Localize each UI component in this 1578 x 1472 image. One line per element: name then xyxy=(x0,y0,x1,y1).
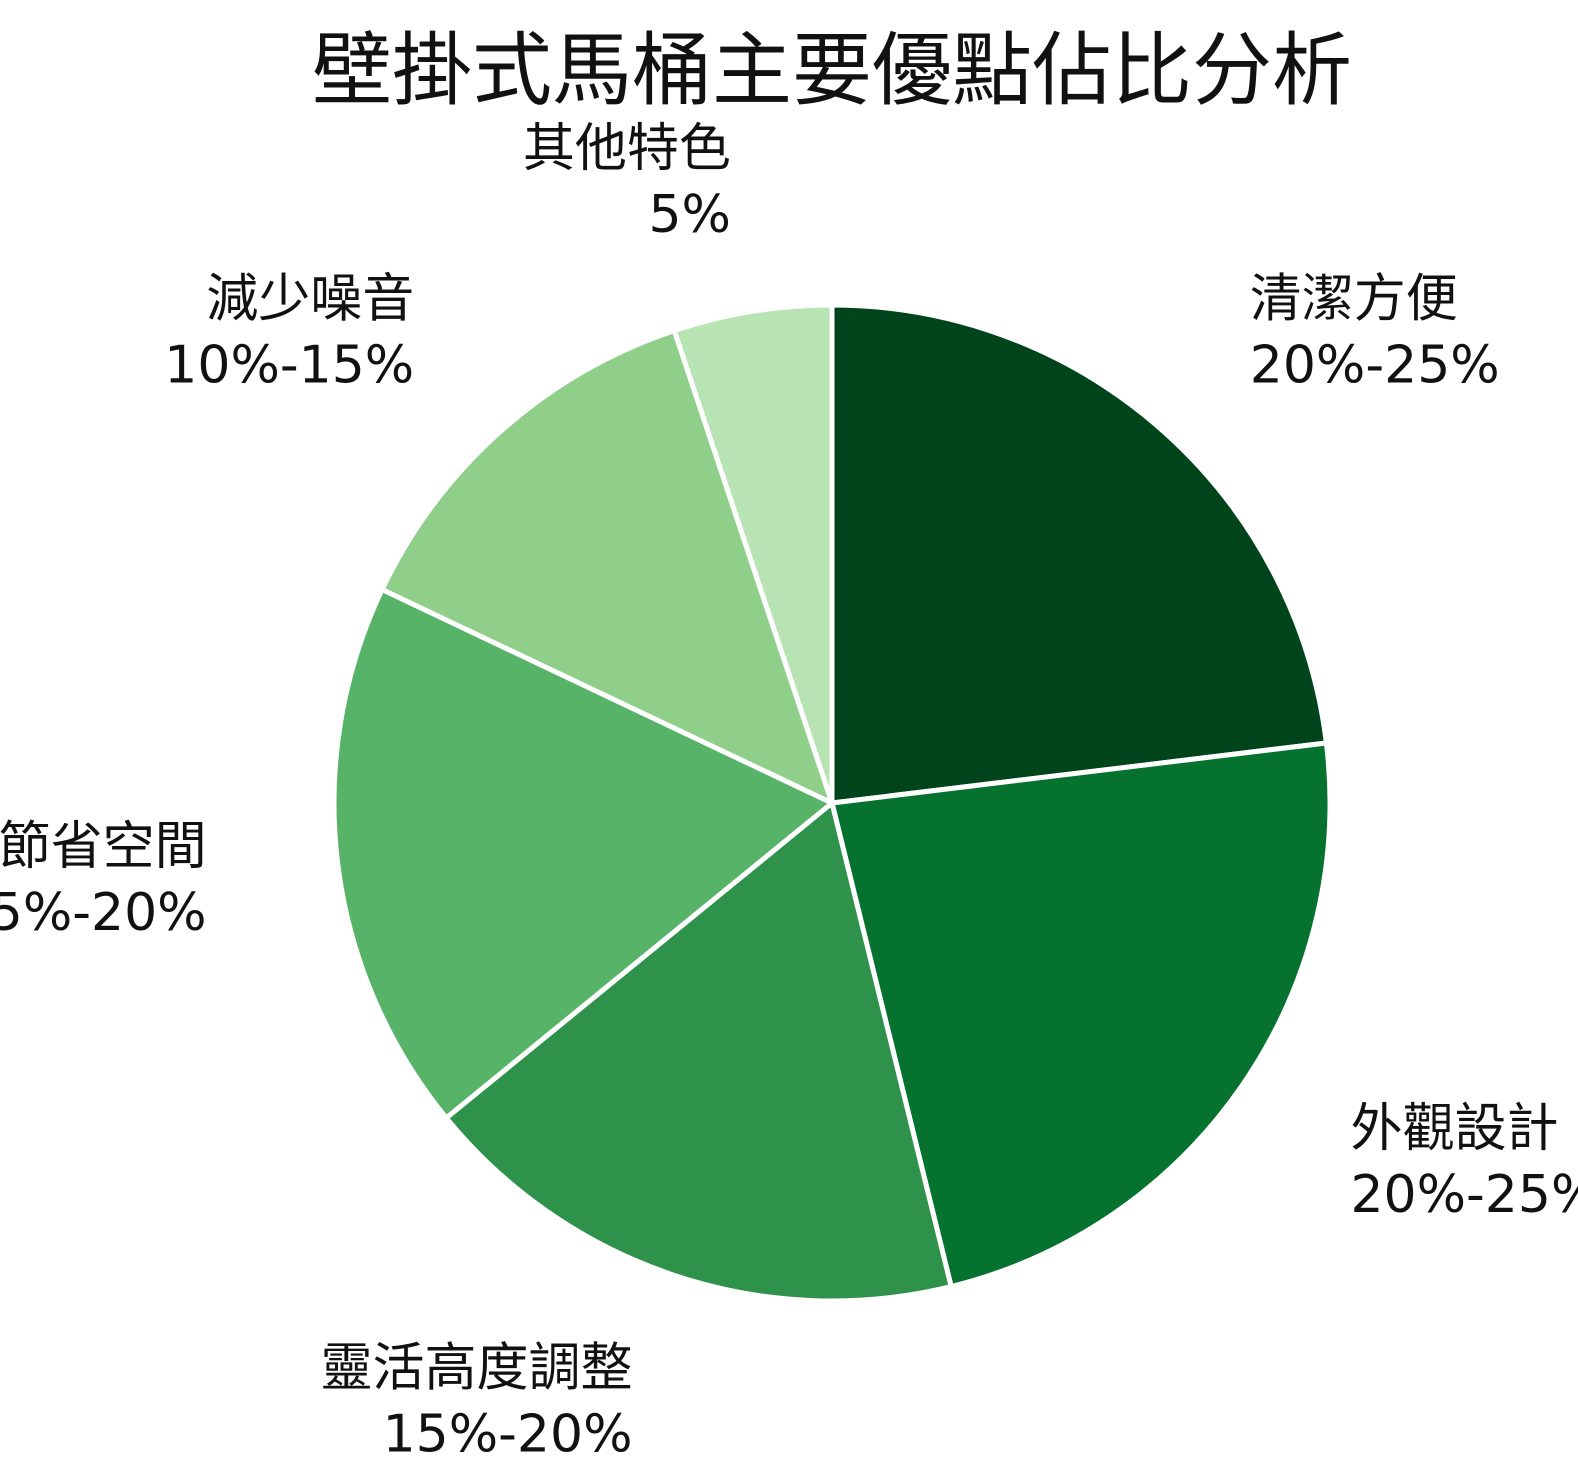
pie-slice-6 xyxy=(671,302,835,806)
slice-value-label-5: 10%-15% xyxy=(164,335,414,395)
pie-slice-1 xyxy=(829,302,1329,806)
pie-slice-5 xyxy=(379,328,835,806)
pie-slice-3 xyxy=(443,800,954,1304)
pie-slice-2 xyxy=(829,740,1333,1290)
slice-value-label-2: 20%-25% xyxy=(1350,1165,1578,1225)
slice-label-6: 其他特色 xyxy=(523,119,731,179)
slice-value-label-6: 5% xyxy=(648,185,731,245)
slice-label-1: 清潔方便 xyxy=(1250,269,1458,329)
chart-title: 壁掛式馬桶主要優點佔比分析 xyxy=(312,24,1352,117)
slice-value-label-1: 20%-25% xyxy=(1250,335,1500,395)
slice-label-3: 靈活高度調整 xyxy=(320,1339,632,1399)
slice-label-4: 節省空間 xyxy=(0,817,207,877)
slice-value-label-4: 15%-20% xyxy=(0,883,207,943)
slice-value-label-3: 15%-20% xyxy=(383,1405,633,1465)
slice-label-2: 外觀設計 xyxy=(1350,1099,1558,1159)
pie-slice-4 xyxy=(331,587,835,1121)
slice-label-5: 減少噪音 xyxy=(206,269,414,329)
pie-labels: 清潔方便20%-25%外觀設計20%-25%靈活高度調整15%-20%節省空間1… xyxy=(0,119,1578,1464)
pie-slices xyxy=(331,302,1333,1304)
